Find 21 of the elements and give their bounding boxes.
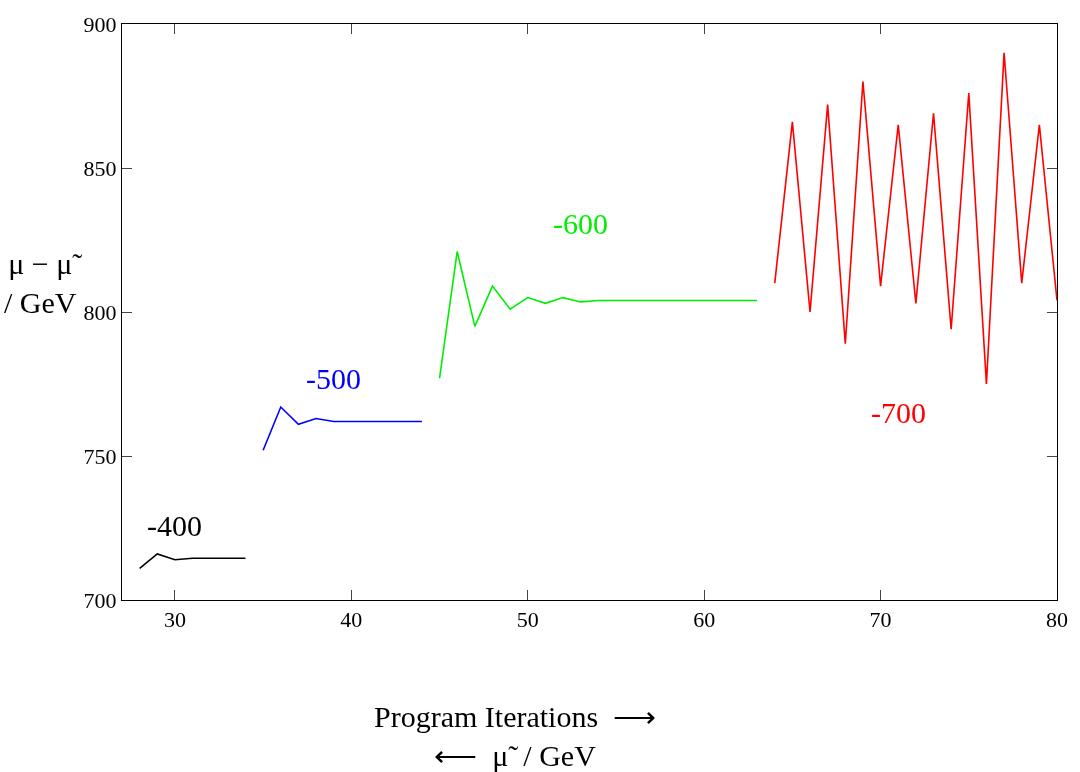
annotation: -400 <box>147 509 202 542</box>
y-tick-label: 800 <box>83 299 117 325</box>
y-tick-label: 850 <box>83 155 117 181</box>
x-axis-title: Program Iterations ⟶ ⟵ μ̃ / GeV <box>374 700 657 772</box>
y-tick-label: 750 <box>83 443 117 469</box>
y-axis-title: μ − μ̃ / GeV <box>4 247 83 319</box>
annotation: -700 <box>871 396 926 429</box>
y-tick-label: 700 <box>83 587 117 613</box>
x-tick-label: 40 <box>340 607 363 633</box>
x-tick-label: 70 <box>869 607 892 633</box>
x-tick-label: 30 <box>163 607 186 633</box>
line-series <box>262 406 423 452</box>
y-tick-label: 900 <box>83 11 117 37</box>
x-tick-label: 80 <box>1046 607 1068 633</box>
annotation: -500 <box>306 362 361 395</box>
line-series <box>138 553 247 570</box>
annotation: -600 <box>553 207 608 240</box>
line-series <box>438 250 758 380</box>
x-tick-label: 50 <box>516 607 539 633</box>
x-tick-label: 60 <box>693 607 716 633</box>
line-series <box>773 52 1057 385</box>
